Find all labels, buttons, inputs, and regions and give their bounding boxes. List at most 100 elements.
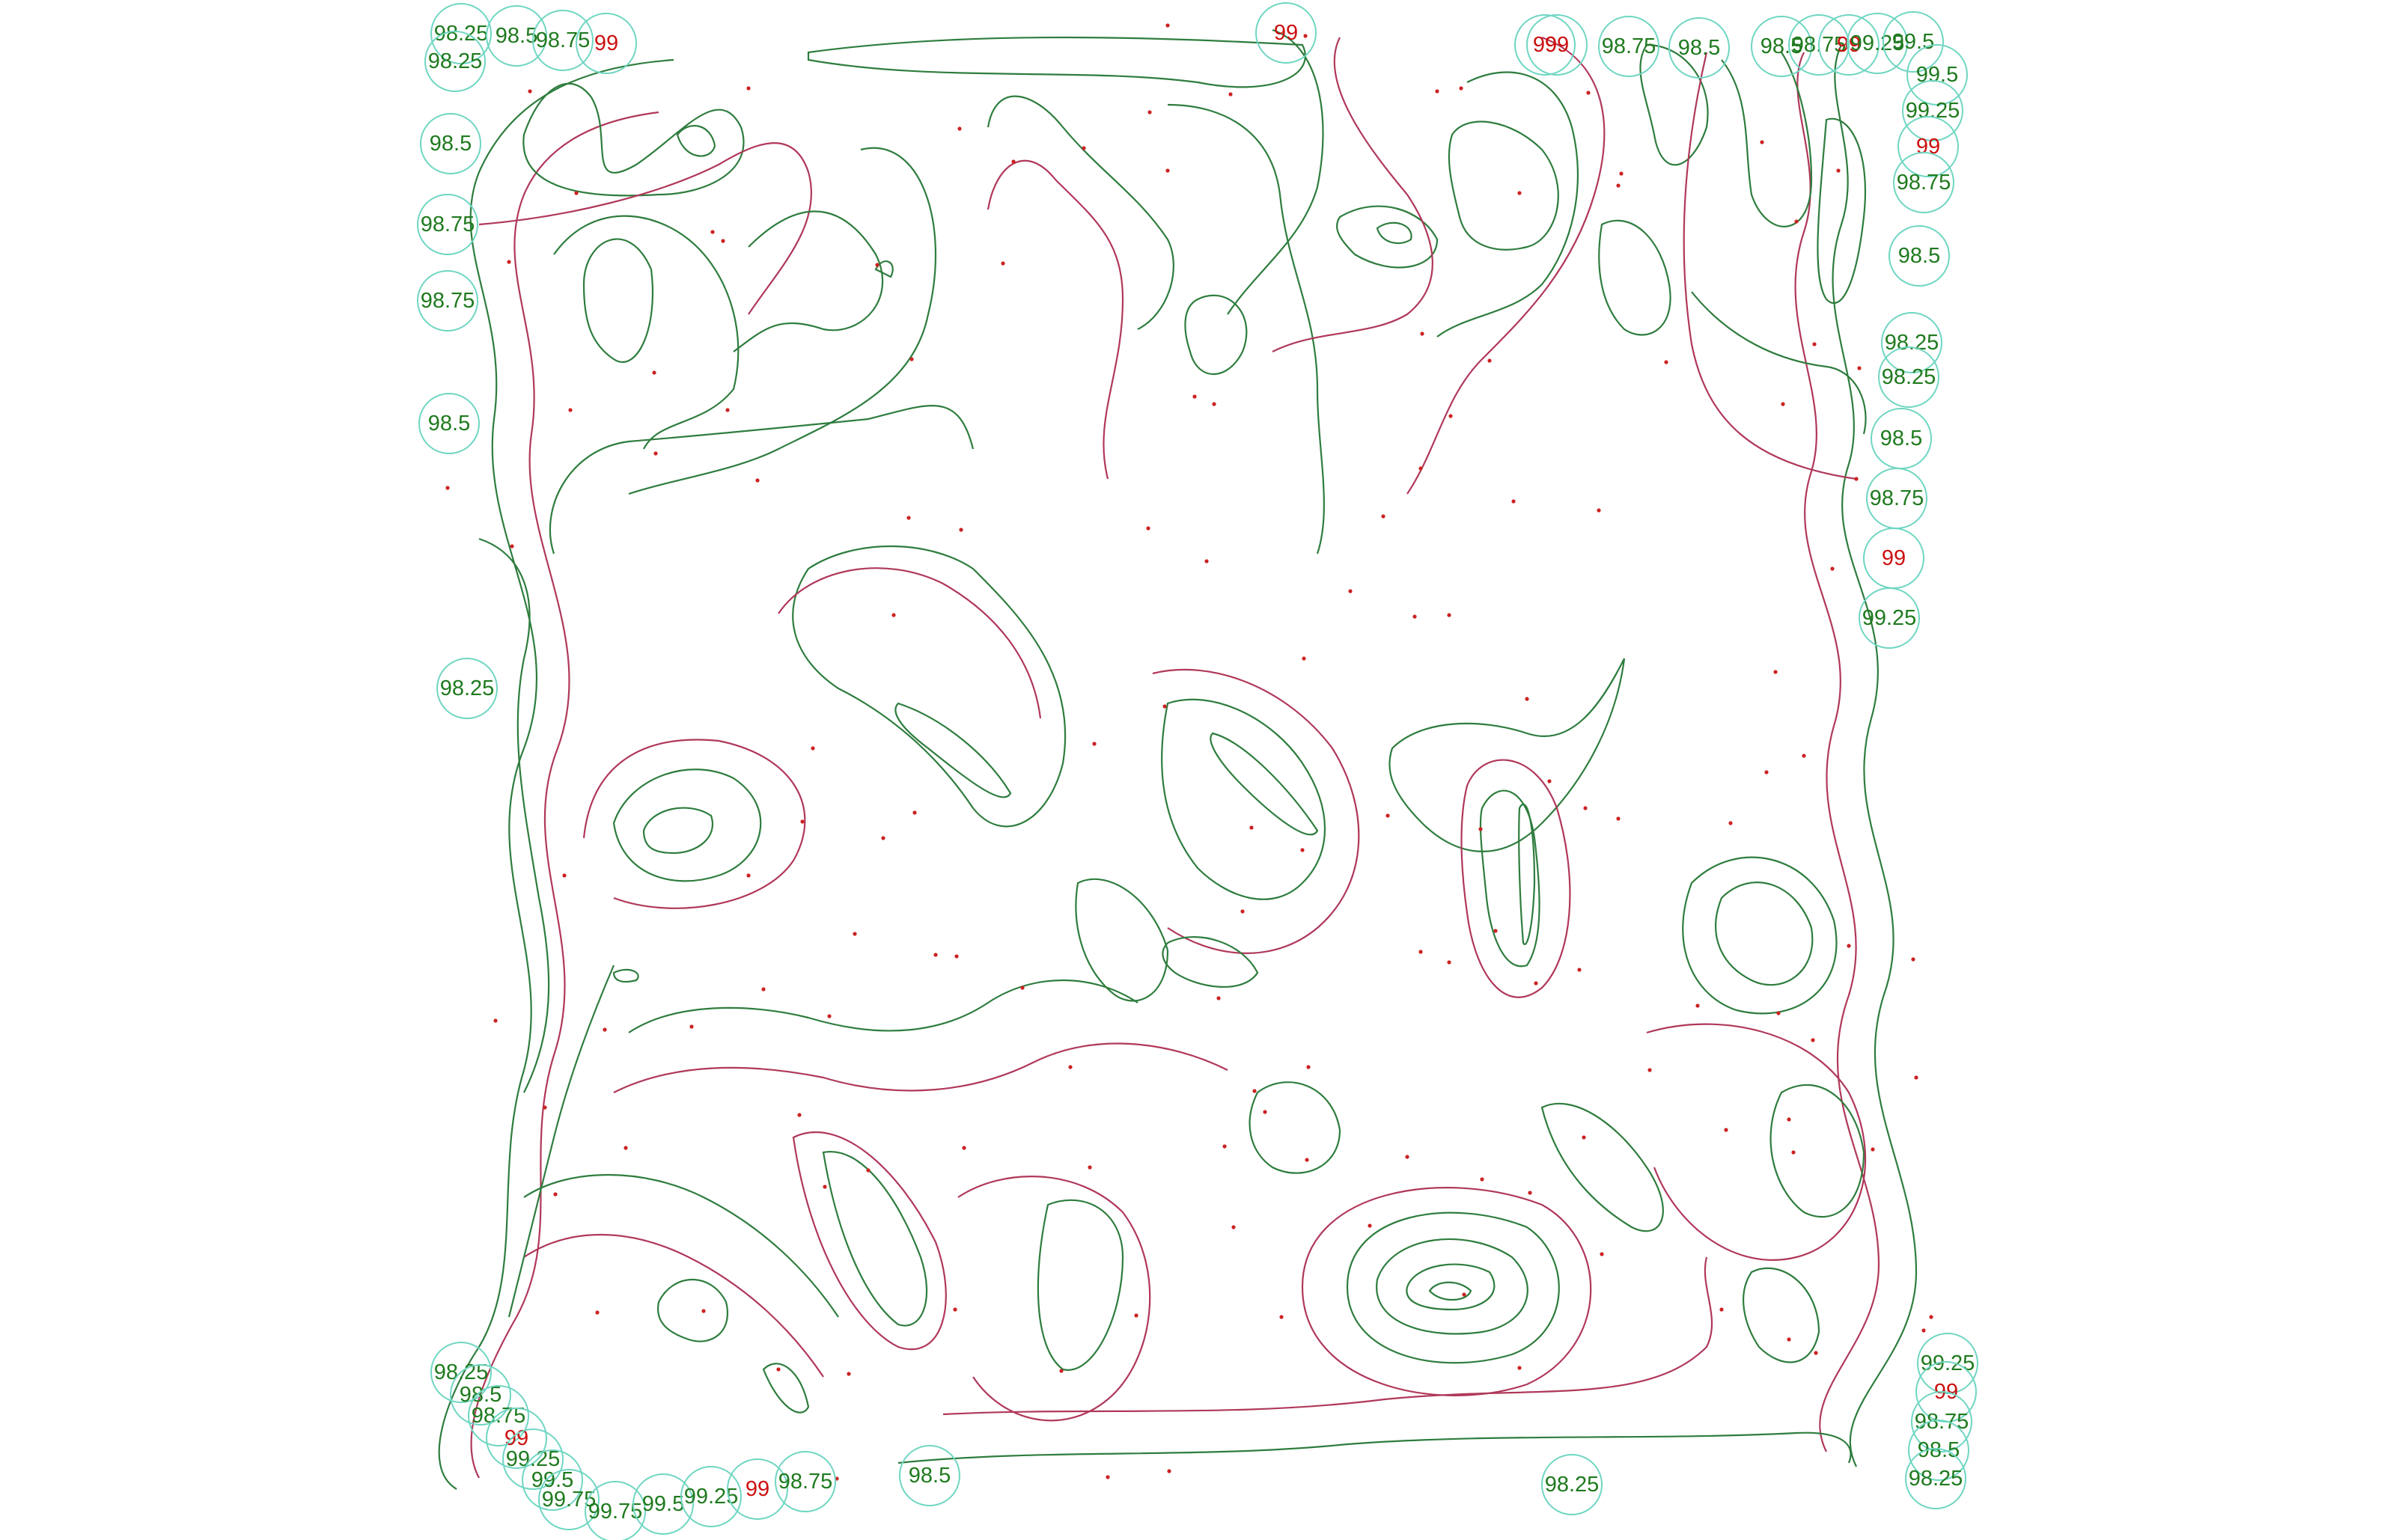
sample-point bbox=[1216, 996, 1221, 1000]
sample-point bbox=[1381, 514, 1385, 519]
sample-point bbox=[1252, 1089, 1257, 1093]
sample-point bbox=[1348, 589, 1353, 593]
contour-label: 99.25 bbox=[1847, 13, 1908, 74]
contour-line bbox=[1376, 221, 1412, 245]
contour-label: 99 bbox=[576, 13, 637, 74]
svg-text:98.75: 98.75 bbox=[536, 28, 591, 52]
sample-point bbox=[1871, 1147, 1875, 1152]
contour-line bbox=[1598, 219, 1671, 336]
sample-point bbox=[1418, 950, 1423, 954]
sample-point bbox=[1647, 1068, 1652, 1072]
sample-point bbox=[493, 1018, 498, 1023]
contour-line bbox=[1479, 789, 1540, 968]
contour-line bbox=[438, 58, 674, 1490]
contour-line bbox=[1832, 44, 1918, 1467]
sample-point bbox=[957, 126, 962, 131]
contour-label: 98.5 bbox=[1751, 16, 1812, 77]
contour-line bbox=[478, 537, 550, 1093]
sample-point bbox=[1728, 821, 1733, 825]
svg-text:99.25: 99.25 bbox=[1906, 99, 1960, 123]
contour-label: 98.75 bbox=[1893, 152, 1954, 213]
sample-point bbox=[1511, 499, 1516, 504]
sample-point bbox=[1001, 261, 1005, 266]
contour-line bbox=[1161, 698, 1326, 900]
contour-label: 99.75 bbox=[538, 1469, 600, 1530]
sample-point bbox=[827, 1014, 832, 1018]
contour-label: 99.25 bbox=[502, 1429, 564, 1490]
sample-point bbox=[1854, 477, 1859, 481]
svg-text:99.25: 99.25 bbox=[1850, 31, 1905, 55]
svg-text:99.5: 99.5 bbox=[1892, 30, 1934, 54]
sample-point bbox=[1583, 806, 1588, 810]
contour-label: 99.25 bbox=[1917, 1333, 1978, 1394]
contour-label: 99 bbox=[1514, 14, 1576, 76]
contour-line bbox=[1184, 294, 1248, 376]
sample-point bbox=[866, 1168, 871, 1173]
contour-line bbox=[1272, 37, 1433, 352]
contour-line bbox=[1428, 1281, 1472, 1301]
sample-point bbox=[562, 873, 567, 878]
contour-label: 99 bbox=[1863, 528, 1924, 589]
contour-label: 98.25 bbox=[1905, 1448, 1966, 1509]
sample-point bbox=[1781, 402, 1785, 406]
svg-text:98.5: 98.5 bbox=[428, 412, 470, 436]
svg-text:98.5: 98.5 bbox=[1761, 34, 1802, 58]
sample-point bbox=[1814, 1351, 1818, 1355]
sample-point bbox=[1791, 1150, 1796, 1155]
svg-text:99.5: 99.5 bbox=[642, 1492, 684, 1516]
contour-label: 98.75 bbox=[1598, 16, 1659, 77]
contour-line bbox=[656, 1278, 728, 1342]
svg-text:99.25: 99.25 bbox=[684, 1485, 739, 1509]
sample-point bbox=[1616, 183, 1621, 188]
svg-text:99: 99 bbox=[1533, 33, 1557, 57]
sample-point bbox=[1435, 89, 1439, 94]
sample-point bbox=[1147, 110, 1152, 114]
svg-text:98.5: 98.5 bbox=[1898, 244, 1940, 268]
contour-line bbox=[1683, 52, 1857, 480]
contour-label: 98.5 bbox=[1871, 408, 1932, 469]
contour-label: 98.5 bbox=[420, 113, 481, 174]
sample-point bbox=[1760, 140, 1764, 144]
sample-point bbox=[1487, 358, 1492, 363]
sample-point bbox=[1204, 559, 1209, 563]
sample-point bbox=[1547, 779, 1552, 783]
sample-point bbox=[1764, 770, 1769, 774]
sample-point bbox=[1812, 342, 1817, 346]
sample-point bbox=[909, 357, 914, 361]
sample-point bbox=[1719, 1307, 1724, 1312]
sample-point bbox=[689, 1024, 694, 1029]
sample-point bbox=[959, 528, 963, 532]
svg-text:98.5: 98.5 bbox=[1918, 1438, 1960, 1462]
contour-line bbox=[549, 405, 975, 554]
contour-line bbox=[957, 1176, 1151, 1422]
sample-point bbox=[1249, 825, 1254, 830]
contour-line bbox=[642, 807, 713, 855]
sample-point bbox=[1212, 402, 1216, 406]
sample-point bbox=[624, 1146, 628, 1150]
contour-label: 98.5 bbox=[899, 1445, 960, 1506]
contour-line bbox=[1227, 28, 1324, 315]
contour-label: 98.75 bbox=[417, 194, 478, 255]
svg-text:98.75: 98.75 bbox=[421, 289, 475, 313]
contour-label: 99.5 bbox=[522, 1449, 583, 1511]
sample-point bbox=[553, 1192, 558, 1197]
contour-lines bbox=[438, 28, 1918, 1490]
contour-line bbox=[1715, 881, 1814, 986]
contour-line bbox=[762, 1363, 810, 1414]
contour-label: 99 bbox=[1526, 14, 1588, 76]
contour-line bbox=[792, 545, 1067, 828]
sample-point bbox=[1146, 526, 1150, 531]
sample-point bbox=[1162, 704, 1167, 709]
sample-point bbox=[725, 408, 730, 412]
contour-line bbox=[1639, 43, 1709, 166]
contour-line bbox=[676, 124, 716, 157]
sample-point bbox=[800, 819, 805, 824]
contour-line bbox=[778, 567, 1042, 719]
contour-label: 99 bbox=[1255, 2, 1317, 64]
sample-point bbox=[746, 873, 751, 878]
sample-point bbox=[1517, 1366, 1522, 1370]
sample-point bbox=[1857, 366, 1862, 370]
contour-line bbox=[1167, 103, 1325, 554]
contour-line bbox=[1152, 668, 1360, 954]
contour-line bbox=[522, 82, 745, 197]
